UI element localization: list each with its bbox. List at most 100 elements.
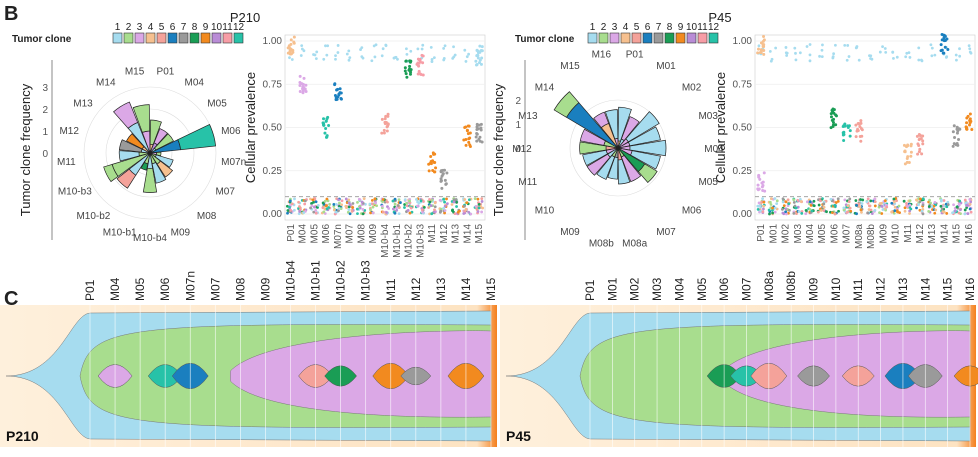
polar-tick-0: 0 [515,144,521,155]
fish-sample-label-M06: M06 [717,277,731,301]
legend-label-8: 8 [192,22,198,33]
strip-cluster-point [333,93,337,97]
strip-point [774,46,778,50]
strip-cluster-point [421,54,425,58]
strip-cluster-point [478,135,482,139]
strip-point [340,203,344,207]
strip-point [787,202,791,206]
strip-point [409,49,413,53]
strip-point [769,197,773,201]
polar-tick-2: 2 [515,96,521,107]
legend-swatch-12 [708,32,719,44]
strip-point [360,46,364,50]
strip-cluster-point [761,43,765,47]
strip-cluster-point [443,178,447,182]
strip-point [845,58,849,62]
strip-point [313,205,316,209]
strip-point [290,202,294,206]
legend-swatch-7 [178,32,189,44]
fish-sample-label-M08: M08 [233,277,247,301]
strip-point [837,209,840,213]
polar-sample-label-M12: M12 [512,144,532,155]
strip-point [384,44,388,48]
strip-point [408,211,412,215]
strip-point [805,200,809,204]
strip-point [892,56,895,60]
strip-point [768,212,771,216]
strip-cluster-point [968,121,972,125]
polar-sample-label-M08a: M08a [622,239,647,250]
strip-cluster-point [408,64,412,68]
strip-point [298,205,301,208]
strip-point [846,210,850,214]
strip-point [288,205,291,209]
strip-point [405,201,408,205]
strip-point [396,57,399,61]
strip-point [908,56,912,59]
strip-point [762,200,766,204]
strip-point [360,55,364,59]
strip-cluster-point [431,159,435,163]
strip-point [297,212,301,216]
strip-point [395,206,399,210]
strip-point [338,201,341,205]
strip-point [866,197,870,201]
polar-wedge-M14-1 [553,91,580,118]
strip-point [908,199,912,203]
strip-point [767,208,771,212]
strip-point [344,204,348,208]
fish-sample-label-M15: M15 [484,277,498,301]
polar-wedge-M06-1 [637,163,658,184]
strip-point [374,201,378,205]
strip-cluster-point [433,170,437,174]
strip-point [951,211,954,215]
strip-point [917,203,921,206]
strip-cluster-point [298,74,302,78]
strip-xtick-M15: M15 [952,224,963,244]
strip-point [302,49,306,53]
strip-point [370,59,374,63]
strip-point [351,202,355,205]
strip-point [878,211,881,215]
strip-point [348,212,352,216]
polar-wedge-M14-1 [113,101,139,129]
fish-sample-label-M07n: M07n [183,271,197,301]
strip-cluster-point [842,139,846,143]
polar-tick-0: 0 [42,149,48,160]
strip-point [467,198,471,202]
strip-point [918,200,922,204]
strip-point [870,212,874,216]
strip-point [432,210,436,214]
strip-point [895,55,899,59]
strip-point [808,59,812,63]
strip-cluster-point [843,122,847,126]
strip-point [373,55,377,59]
strip-point [455,200,458,204]
strip-cluster-point [943,39,947,43]
strip-point [438,198,442,202]
strip-point [451,57,455,60]
polar-sample-label-M14: M14 [96,78,116,89]
strip-point [816,210,820,214]
strip-cluster-point [409,59,413,63]
strip-cluster-point [474,59,478,63]
strip-cluster-point [958,127,962,131]
strip-point [430,60,434,63]
fish-sample-label-M15: M15 [941,277,955,301]
strip-point [928,198,931,202]
strip-cluster-point [966,114,970,118]
strip-point [785,54,789,57]
strip-point [480,197,484,201]
strip-point [786,198,790,202]
strip-cluster-point [843,124,847,128]
strip-xtick-M04: M04 [805,224,816,244]
strip-cluster-point [289,52,293,56]
strip-cluster-point [291,48,295,52]
strip-point [385,211,388,214]
strip-point [861,198,865,202]
strip-point [430,58,434,61]
legend-swatch-2 [598,32,609,44]
strip-point [775,199,779,203]
strip-point [364,202,367,206]
strip-point [873,200,877,204]
